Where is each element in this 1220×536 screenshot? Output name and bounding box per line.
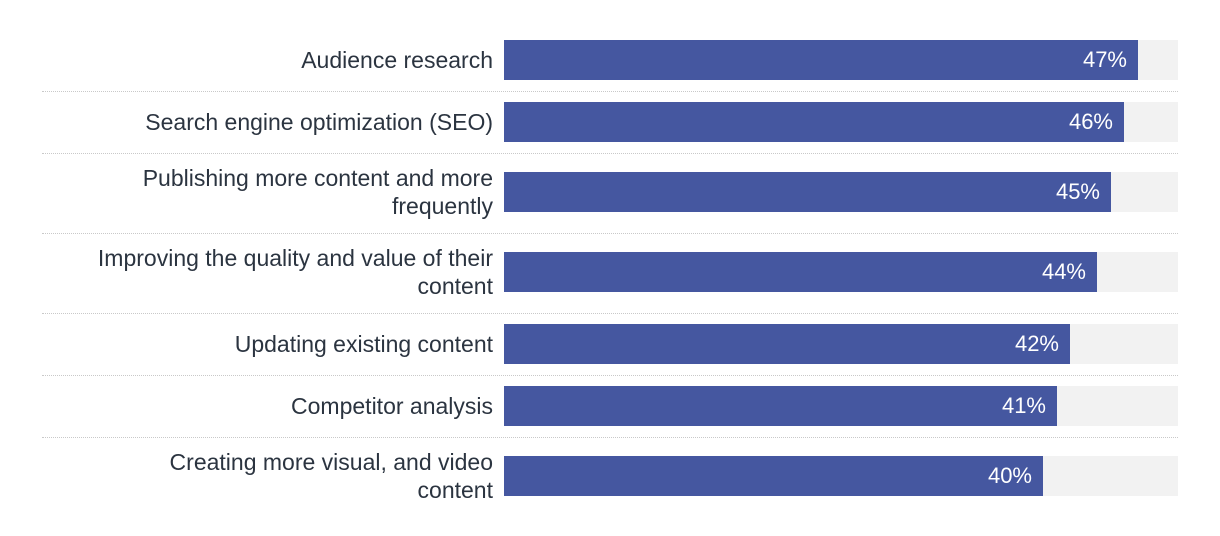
- category-label: Search engine optimization (SEO): [20, 108, 493, 136]
- bar-track: 44%: [504, 252, 1178, 292]
- category-label-line: Updating existing content: [234, 331, 493, 357]
- row-divider: [42, 233, 1178, 234]
- value-label: 44%: [1041, 259, 1086, 284]
- row-divider: [42, 91, 1178, 92]
- row-divider: [42, 375, 1178, 376]
- bar-track: 45%: [504, 172, 1178, 212]
- category-label-line: Search engine optimization (SEO): [145, 109, 493, 135]
- bar: [504, 252, 1097, 292]
- category-label: Creating more visual, and video content: [20, 448, 493, 504]
- category-label-line: frequently: [391, 193, 493, 219]
- category-label-line: content: [417, 273, 493, 299]
- row-divider: [42, 313, 1178, 314]
- value-label: 42%: [1014, 331, 1059, 356]
- category-label: Improving the quality and value of their…: [20, 244, 493, 300]
- bar-track: 47%: [504, 40, 1178, 80]
- value-label: 47%: [1082, 47, 1127, 72]
- category-label-line: Creating more visual, and video: [169, 449, 493, 475]
- value-label: 40%: [987, 463, 1032, 488]
- category-label-line: Publishing more content and more: [142, 165, 493, 191]
- value-label: 45%: [1055, 179, 1100, 204]
- category-label-line: content: [417, 477, 493, 503]
- bar: [504, 386, 1057, 426]
- bar: [504, 172, 1111, 212]
- category-label: Audience research: [20, 46, 493, 74]
- bar-track: 40%: [504, 456, 1178, 496]
- category-label: Updating existing content: [20, 330, 493, 358]
- row-divider: [42, 153, 1178, 154]
- category-label-line: Audience research: [301, 47, 493, 73]
- category-label-line: Competitor analysis: [291, 393, 493, 419]
- category-label: Publishing more content and more frequent…: [20, 164, 493, 220]
- value-label: 41%: [1001, 393, 1046, 418]
- value-label: 46%: [1068, 109, 1113, 134]
- category-label-line: Improving the quality and value of their: [97, 245, 493, 271]
- bar: [504, 40, 1138, 80]
- bar-track: 46%: [504, 102, 1178, 142]
- category-label: Competitor analysis: [20, 392, 493, 420]
- bar-track: 42%: [504, 324, 1178, 364]
- bar: [504, 324, 1070, 364]
- bar: [504, 102, 1124, 142]
- row-divider: [42, 437, 1178, 438]
- bar: [504, 456, 1043, 496]
- bar-track: 41%: [504, 386, 1178, 426]
